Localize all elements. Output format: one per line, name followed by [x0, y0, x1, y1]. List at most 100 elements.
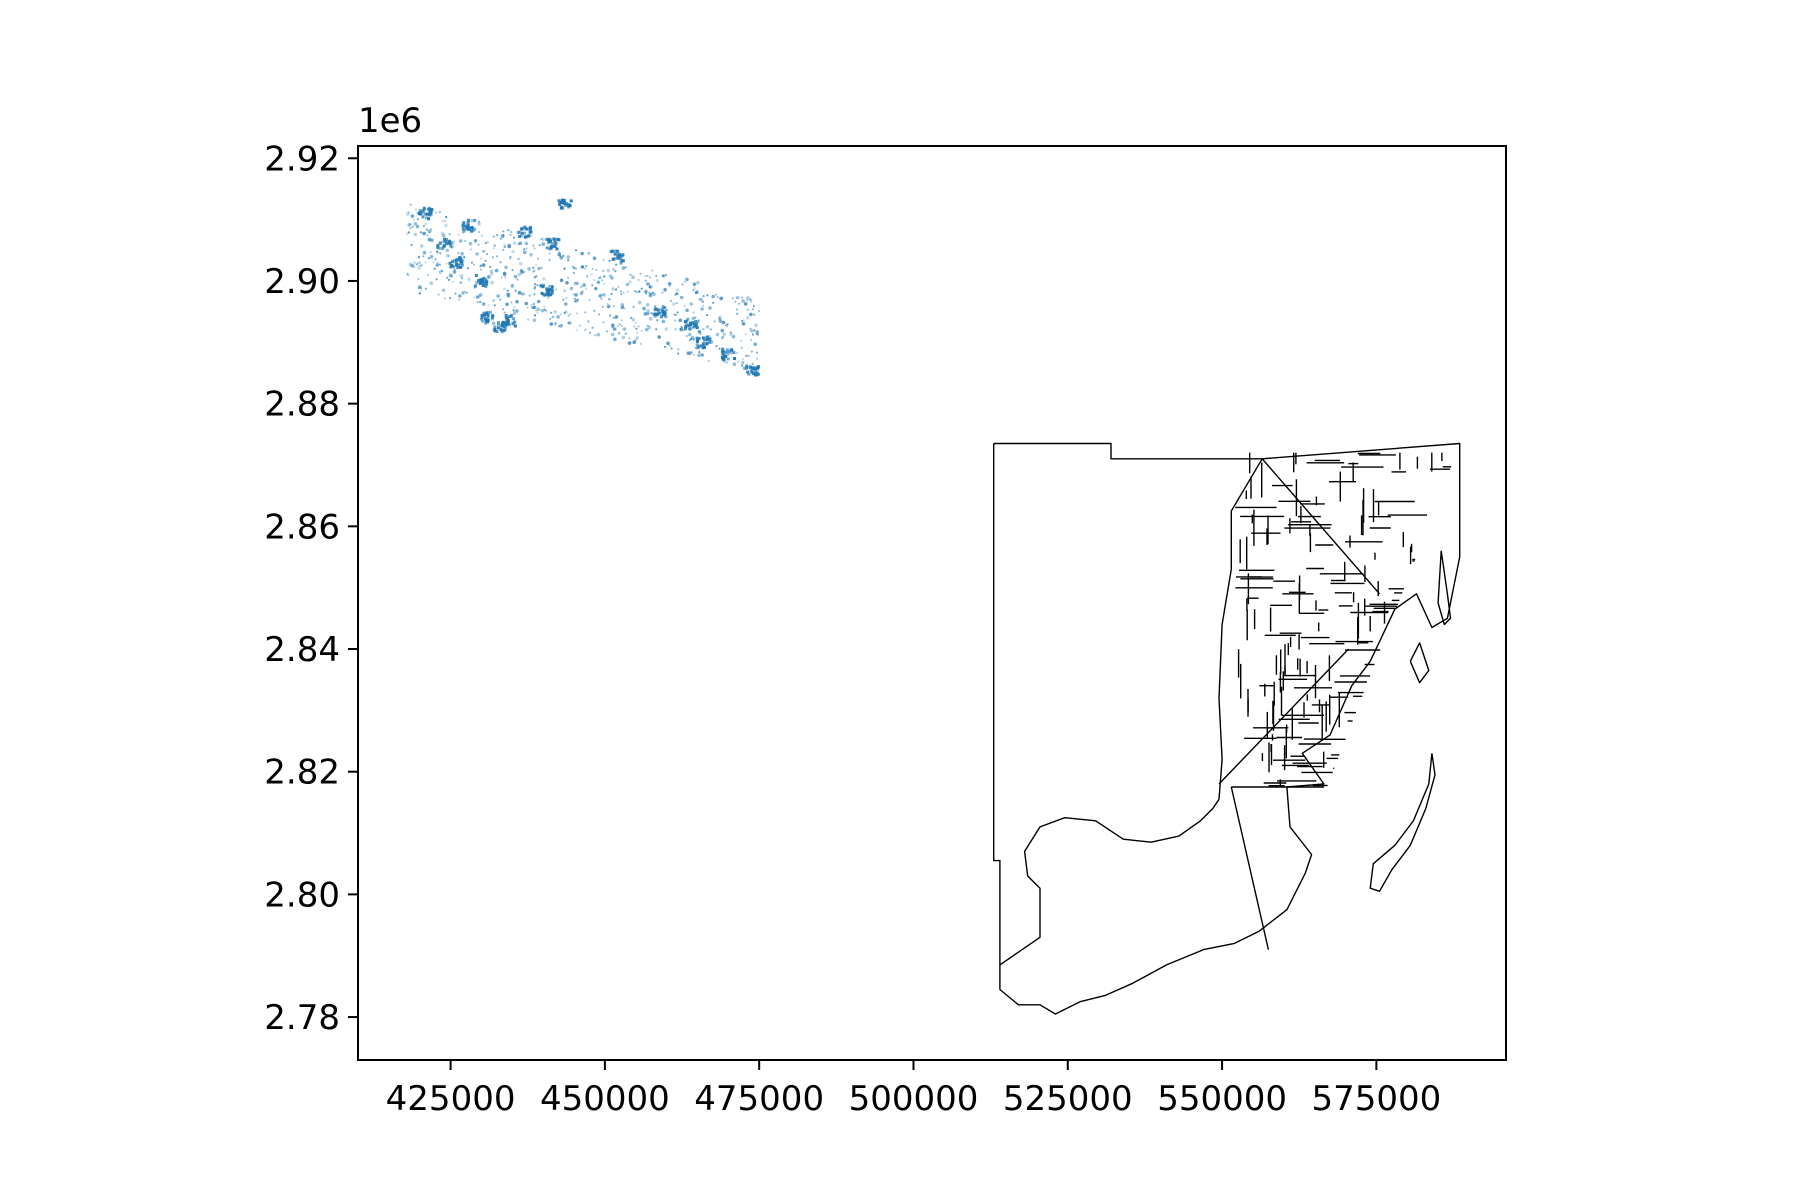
data-point	[573, 281, 576, 284]
data-point	[621, 335, 626, 340]
data-point	[569, 199, 573, 203]
data-point	[533, 286, 537, 289]
data-point	[550, 292, 554, 296]
data-point	[677, 352, 680, 355]
data-point	[509, 256, 512, 259]
data-point	[491, 256, 494, 259]
data-point	[694, 346, 698, 350]
data-point	[674, 319, 677, 322]
data-point	[607, 304, 611, 309]
data-point	[461, 263, 465, 267]
data-point	[635, 336, 639, 340]
data-point	[611, 287, 615, 291]
data-point	[454, 292, 457, 295]
data-point	[482, 314, 486, 318]
data-point	[541, 285, 545, 289]
data-point	[601, 293, 605, 296]
data-point	[737, 360, 740, 363]
data-point	[503, 327, 507, 331]
data-point	[436, 244, 440, 247]
y-tick-label: 2.78	[264, 998, 340, 1038]
data-point	[533, 269, 536, 272]
data-point	[716, 296, 719, 299]
data-point	[559, 200, 563, 204]
data-point	[443, 237, 446, 241]
data-point	[587, 252, 590, 255]
data-point	[419, 231, 422, 234]
data-point	[550, 285, 554, 289]
data-point	[493, 329, 497, 333]
data-point	[692, 289, 695, 292]
data-point	[448, 242, 452, 246]
x-tick-label: 525000	[1003, 1079, 1133, 1119]
data-point	[466, 267, 469, 270]
data-point	[592, 256, 597, 261]
data-point	[499, 298, 502, 301]
data-point	[621, 266, 626, 270]
data-point	[522, 231, 526, 235]
data-point	[576, 312, 579, 315]
data-point	[527, 318, 530, 321]
data-point	[435, 263, 440, 267]
data-point	[644, 327, 649, 332]
data-point	[540, 266, 543, 269]
y-tick-label: 2.88	[264, 385, 340, 425]
data-point	[745, 354, 748, 357]
data-point	[424, 222, 427, 226]
data-point	[547, 296, 550, 300]
data-point	[418, 264, 421, 267]
data-point	[483, 280, 487, 284]
data-point	[726, 361, 729, 364]
data-point	[661, 307, 665, 311]
data-point	[546, 293, 550, 297]
data-point	[630, 316, 633, 319]
data-point	[479, 264, 482, 268]
data-point	[424, 287, 427, 290]
data-point	[734, 300, 737, 303]
data-point	[732, 351, 736, 355]
data-point	[518, 235, 521, 238]
data-point	[612, 327, 617, 331]
data-point	[430, 207, 434, 211]
data-point	[573, 281, 578, 286]
data-point	[504, 265, 508, 270]
data-point	[564, 302, 568, 306]
data-point	[752, 305, 756, 308]
data-point	[479, 264, 482, 267]
data-point	[550, 311, 553, 314]
data-point	[549, 322, 554, 326]
data-point	[496, 255, 499, 258]
data-point	[750, 329, 754, 333]
data-point	[598, 313, 601, 316]
data-point	[594, 287, 597, 290]
data-point	[442, 240, 446, 244]
data-point	[685, 319, 689, 323]
data-point	[619, 290, 623, 293]
data-point	[740, 361, 745, 365]
data-point	[525, 247, 528, 250]
data-point	[692, 282, 697, 287]
data-point	[664, 274, 668, 277]
data-point	[562, 298, 565, 301]
data-point	[451, 280, 454, 284]
data-point	[590, 273, 593, 276]
data-point	[554, 242, 558, 246]
data-point	[449, 244, 453, 248]
data-point	[606, 268, 611, 273]
data-point	[564, 203, 567, 207]
data-point	[418, 261, 421, 264]
data-point	[687, 326, 691, 330]
data-point	[619, 256, 623, 260]
data-point	[444, 240, 448, 244]
data-point	[587, 320, 590, 323]
data-point	[729, 350, 733, 354]
data-point	[487, 304, 490, 307]
data-point	[609, 314, 612, 317]
data-point	[708, 338, 712, 342]
data-point	[445, 242, 449, 246]
data-point	[665, 309, 669, 312]
data-point	[580, 285, 583, 288]
data-point	[675, 288, 680, 292]
data-point	[592, 279, 596, 282]
data-point	[543, 293, 547, 297]
